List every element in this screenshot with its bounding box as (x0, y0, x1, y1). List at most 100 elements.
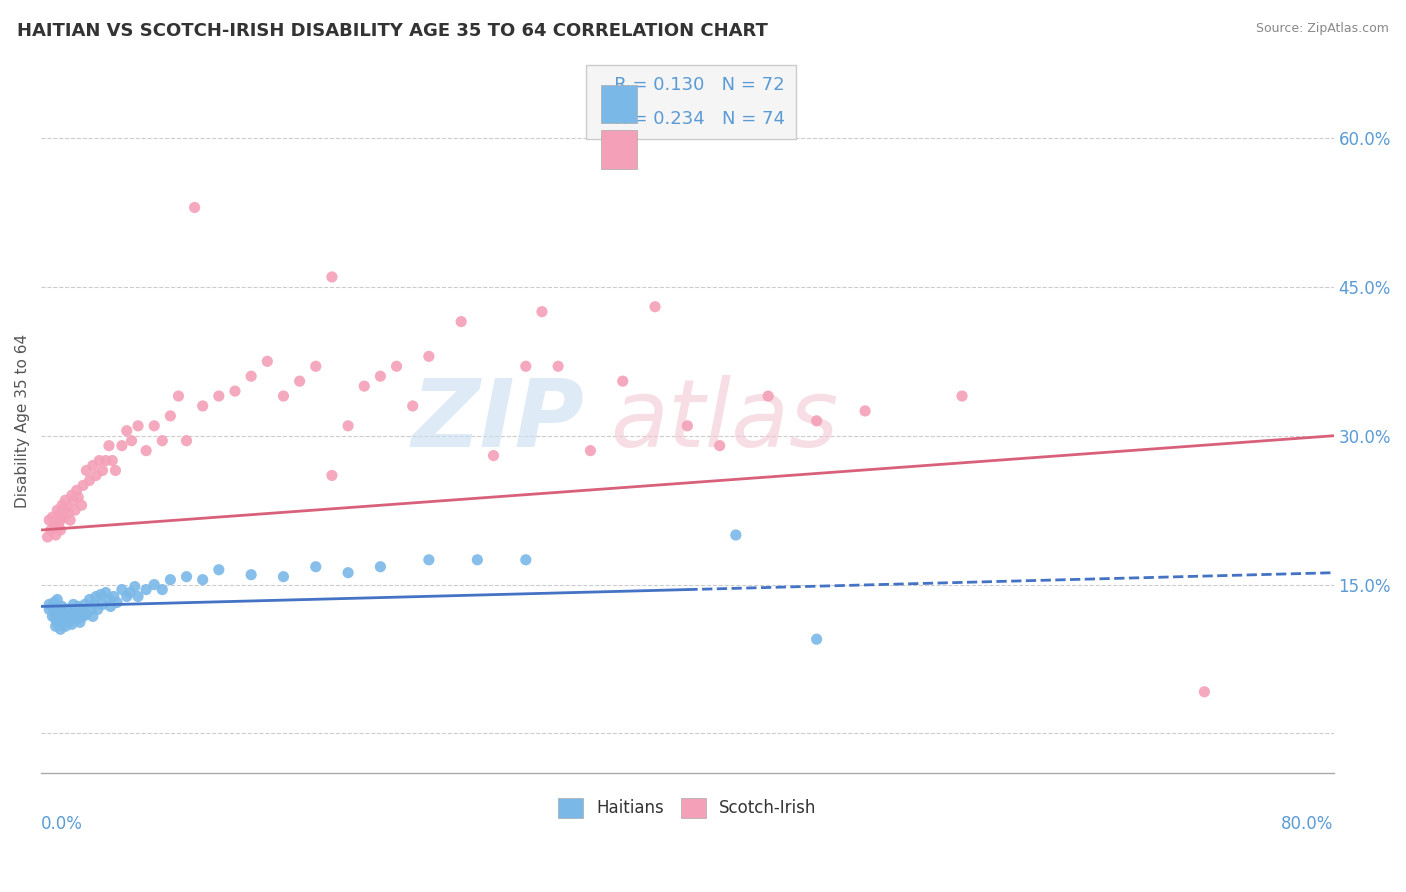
Point (83, 598, 105, 612)
Y-axis label: Disability Age 35 to 64: Disability Age 35 to 64 (15, 334, 30, 508)
Point (56, 500, 79, 515)
Point (150, 434, 173, 448)
Point (756, 389, 779, 403)
Point (135, 582, 157, 597)
Point (105, 595, 128, 609)
Point (46, 503, 69, 517)
Point (58, 607, 80, 622)
Point (67, 609, 90, 624)
FancyBboxPatch shape (600, 130, 637, 169)
Point (515, 553, 537, 567)
Point (176, 434, 198, 448)
Point (143, 577, 166, 591)
Point (79, 474, 101, 488)
Point (52, 606, 75, 620)
Point (46, 516, 69, 530)
Point (42, 595, 65, 609)
Point (950, 389, 973, 403)
Point (38, 598, 60, 612)
Point (450, 315, 472, 329)
Point (66, 483, 89, 498)
Point (135, 443, 157, 458)
Point (644, 300, 666, 314)
Point (49, 523, 72, 537)
Point (183, 201, 205, 215)
Point (467, 553, 489, 567)
Point (75, 607, 97, 622)
Point (208, 389, 231, 403)
Point (53, 493, 76, 508)
Point (46, 615, 69, 630)
Point (53, 619, 76, 633)
Point (530, 304, 553, 318)
Point (370, 369, 392, 384)
Point (51, 609, 73, 624)
Point (48, 607, 70, 622)
Point (94, 585, 117, 599)
Point (709, 439, 731, 453)
Text: 0.0%: 0.0% (41, 815, 83, 833)
Point (75, 463, 97, 477)
Point (52, 503, 75, 517)
Point (418, 349, 440, 363)
Point (321, 468, 343, 483)
Point (58, 506, 80, 520)
Point (305, 559, 328, 574)
Point (111, 582, 134, 597)
Point (104, 463, 127, 477)
Point (191, 573, 214, 587)
Point (115, 424, 138, 438)
Point (515, 359, 537, 374)
Point (337, 418, 360, 433)
Point (94, 453, 117, 467)
Point (91, 463, 114, 477)
Point (79, 592, 101, 607)
Point (256, 354, 278, 368)
Point (111, 439, 134, 453)
Point (42, 518, 65, 533)
Point (84, 468, 107, 483)
Point (1194, 685, 1216, 699)
Text: R = 0.130   N = 72
   R = 0.234   N = 74: R = 0.130 N = 72 R = 0.234 N = 74 (598, 76, 785, 128)
Point (45, 528, 67, 542)
Point (103, 590, 125, 604)
Point (90, 588, 112, 602)
Point (45, 619, 67, 633)
Point (59, 513, 82, 527)
Point (49, 513, 72, 527)
Point (49, 612, 72, 626)
Point (62, 609, 84, 624)
Point (100, 599, 122, 614)
Point (418, 553, 440, 567)
Point (89, 453, 111, 467)
Text: HAITIAN VS SCOTCH-IRISH DISABILITY AGE 35 TO 64 CORRELATION CHART: HAITIAN VS SCOTCH-IRISH DISABILITY AGE 3… (17, 22, 768, 40)
Text: 80.0%: 80.0% (1281, 815, 1334, 833)
Point (273, 389, 295, 403)
Point (240, 567, 263, 582)
Point (48, 520, 70, 534)
Point (41, 510, 63, 524)
Point (39, 523, 62, 537)
Point (86, 602, 108, 616)
Point (321, 269, 343, 284)
Point (46, 602, 69, 616)
Point (60, 488, 83, 502)
Point (67, 490, 90, 504)
Point (41, 599, 63, 614)
Point (143, 418, 166, 433)
Point (45, 612, 67, 626)
Point (191, 399, 214, 413)
Point (51, 599, 73, 614)
Point (82, 458, 104, 473)
Point (41, 609, 63, 624)
Point (62, 598, 84, 612)
Point (72, 478, 94, 492)
Point (62, 493, 84, 508)
Point (612, 374, 634, 388)
FancyBboxPatch shape (600, 85, 637, 123)
Point (63, 503, 86, 517)
Point (48, 508, 70, 523)
Point (337, 566, 360, 580)
Point (724, 528, 747, 542)
Point (38, 602, 60, 616)
